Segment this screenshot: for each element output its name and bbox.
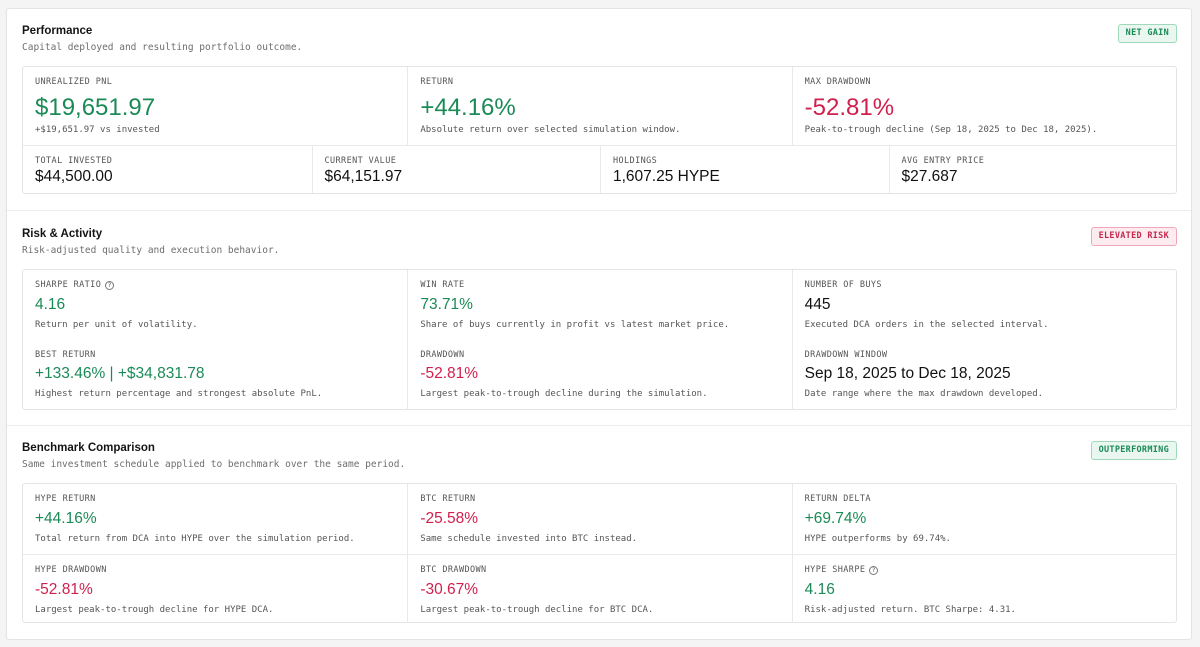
section-subtitle: Same investment schedule applied to benc… [22, 459, 406, 470]
metric-label: BTC DRAWDOWN [420, 565, 487, 575]
metric-value: 73.71% [420, 296, 473, 313]
metric-value: +133.46% | +$34,831.78 [35, 365, 205, 382]
metric-label: HYPE SHARPE ? [805, 565, 879, 575]
metric-label: TOTAL INVESTED [35, 156, 113, 166]
unrealized-pnl-metric: UNREALIZED PNL $19,651.97 +$19,651.97 vs… [23, 67, 407, 145]
metric-label: RETURN [420, 77, 454, 87]
benchmark-section: Benchmark Comparison Same investment sch… [7, 425, 1191, 641]
return-delta-metric: RETURN DELTA +69.74% HYPE outperforms by… [791, 484, 1176, 554]
metric-value: +44.16% [420, 94, 516, 121]
metric-label: BTC RETURN [420, 494, 476, 504]
holdings-metric: HOLDINGS 1,607.25 HYPE [600, 146, 889, 193]
metric-value: -52.81% [420, 365, 479, 382]
metric-value: $64,151.97 [324, 168, 403, 185]
metric-label: MAX DRAWDOWN [804, 77, 871, 87]
metric-value: -30.67% [420, 581, 479, 598]
section-subtitle: Risk-adjusted quality and execution beha… [22, 245, 280, 256]
btc-return-metric: BTC RETURN -25.58% Same schedule investe… [407, 484, 791, 554]
analytics-panel: Performance Capital deployed and resulti… [6, 8, 1192, 640]
metric-desc: Return per unit of volatility. [35, 320, 198, 330]
metric-desc: Share of buys currently in profit vs lat… [420, 320, 730, 330]
metric-desc: Largest peak-to-trough decline during th… [420, 389, 708, 399]
metric-label: DRAWDOWN WINDOW [804, 350, 888, 360]
metric-desc: Largest peak-to-trough decline for BTC D… [420, 605, 654, 615]
metric-value: -52.81% [804, 94, 895, 121]
metric-desc: Same schedule invested into BTC instead. [420, 534, 638, 544]
metric-label: UNREALIZED PNL [35, 77, 113, 87]
win-rate-metric: WIN RATE 73.71% Share of buys currently … [407, 270, 791, 340]
metric-label: AVG ENTRY PRICE [901, 156, 985, 166]
max-drawdown-metric: MAX DRAWDOWN -52.81% Peak-to-trough decl… [791, 67, 1176, 145]
metric-desc: Highest return percentage and strongest … [35, 389, 323, 399]
return-metric: RETURN +44.16% Absolute return over sele… [407, 67, 791, 145]
section-title: Performance [22, 25, 93, 37]
metric-value: $44,500.00 [35, 168, 113, 185]
best-return-metric: BEST RETURN +133.46% | +$34,831.78 Highe… [23, 340, 407, 410]
sharpe-label-text: SHARPE RATIO [35, 280, 102, 290]
metric-value: Sep 18, 2025 to Dec 18, 2025 [804, 365, 1011, 382]
metric-label: WIN RATE [420, 280, 465, 290]
sharpe-ratio-metric: SHARPE RATIO ? 4.16 Return per unit of v… [23, 270, 407, 340]
metric-value: -25.58% [420, 510, 479, 527]
current-value-metric: CURRENT VALUE $64,151.97 [311, 146, 601, 193]
metric-label: HOLDINGS [613, 156, 658, 166]
hype-sharpe-label-text: HYPE SHARPE [804, 565, 866, 575]
info-circle-icon[interactable]: ? [869, 565, 879, 575]
metric-label: HYPE DRAWDOWN [35, 565, 107, 575]
section-title: Risk & Activity [22, 228, 103, 240]
hype-drawdown-metric: HYPE DRAWDOWN -52.81% Largest peak-to-tr… [23, 555, 407, 623]
outperforming-badge: OUTPERFORMING [1090, 441, 1177, 460]
hype-return-metric: HYPE RETURN +44.16% Total return from DC… [23, 484, 407, 554]
metric-desc: Largest peak-to-trough decline for HYPE … [35, 605, 274, 615]
metric-desc: Date range where the max drawdown develo… [804, 389, 1044, 399]
total-invested-metric: TOTAL INVESTED $44,500.00 [23, 146, 312, 193]
number-of-buys-metric: NUMBER OF BUYS 445 Executed DCA orders i… [791, 270, 1176, 340]
drawdown-metric: DRAWDOWN -52.81% Largest peak-to-trough … [407, 340, 791, 410]
avg-entry-price-metric: AVG ENTRY PRICE $27.687 [888, 146, 1177, 193]
performance-section: Performance Capital deployed and resulti… [7, 9, 1191, 210]
metric-label: CURRENT VALUE [324, 156, 397, 166]
metric-label: RETURN DELTA [804, 494, 871, 504]
net-gain-badge: NET GAIN [1117, 24, 1177, 43]
metric-desc: Executed DCA orders in the selected inte… [804, 320, 1049, 330]
risk-card: SHARPE RATIO ? 4.16 Return per unit of v… [22, 269, 1177, 410]
metric-value: 445 [804, 296, 831, 313]
metric-desc: +$19,651.97 vs invested [35, 125, 160, 135]
metric-desc: Absolute return over selected simulation… [420, 125, 681, 135]
metric-desc: HYPE outperforms by 69.74%. [804, 534, 951, 544]
metric-label: HYPE RETURN [35, 494, 96, 504]
metric-value: $27.687 [901, 168, 958, 185]
risk-activity-section: Risk & Activity Risk-adjusted quality an… [7, 210, 1191, 425]
drawdown-window-metric: DRAWDOWN WINDOW Sep 18, 2025 to Dec 18, … [791, 340, 1176, 410]
metric-value: +69.74% [804, 510, 867, 527]
hype-sharpe-metric: HYPE SHARPE ? 4.16 Risk-adjusted return.… [791, 555, 1176, 623]
metric-label: DRAWDOWN [420, 350, 465, 360]
metric-label: SHARPE RATIO ? [35, 280, 115, 290]
btc-drawdown-metric: BTC DRAWDOWN -30.67% Largest peak-to-tro… [407, 555, 791, 623]
metric-value: +44.16% [35, 510, 97, 527]
metric-value: -52.81% [35, 581, 93, 598]
metric-desc: Risk-adjusted return. BTC Sharpe: 4.31. [804, 605, 1016, 615]
section-subtitle: Capital deployed and resulting portfolio… [22, 42, 303, 53]
metric-desc: Total return from DCA into HYPE over the… [35, 534, 355, 544]
benchmark-card: HYPE RETURN +44.16% Total return from DC… [22, 483, 1177, 623]
metric-desc: Peak-to-trough decline (Sep 18, 2025 to … [804, 125, 1098, 135]
metric-value: 4.16 [804, 581, 835, 598]
metric-value: 1,607.25 HYPE [613, 168, 720, 185]
metric-value: 4.16 [35, 296, 66, 313]
metric-value: $19,651.97 [35, 94, 156, 121]
info-circle-icon[interactable]: ? [105, 280, 115, 290]
metric-label: BEST RETURN [35, 350, 96, 360]
elevated-risk-badge: ELEVATED RISK [1090, 227, 1177, 246]
section-title: Benchmark Comparison [22, 442, 155, 454]
metric-label: NUMBER OF BUYS [804, 280, 882, 290]
performance-card: UNREALIZED PNL $19,651.97 +$19,651.97 vs… [22, 66, 1177, 194]
